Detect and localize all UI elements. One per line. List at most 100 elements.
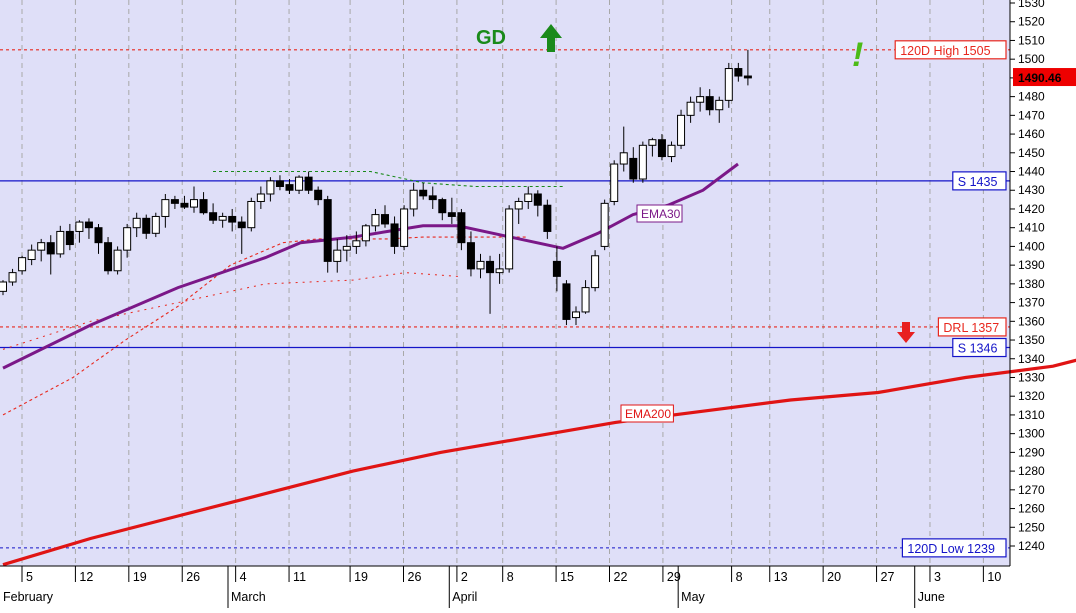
candle-body: [447, 212, 456, 217]
price-tick-label: 1350: [1018, 333, 1045, 347]
time-tick-label: 8: [736, 570, 743, 584]
candle-body: [37, 242, 46, 251]
candle-body: [466, 242, 475, 270]
price-tick-label: 1250: [1018, 520, 1045, 534]
time-tick-label: 8: [507, 570, 514, 584]
candle-body: [0, 281, 7, 292]
level-label-box: [952, 337, 1007, 358]
price-tick-label: 1520: [1018, 15, 1045, 29]
candle-body: [610, 163, 619, 202]
candle-body: [371, 214, 380, 227]
candle-body: [266, 180, 275, 195]
candle-body: [190, 199, 198, 208]
candle-body: [457, 212, 466, 244]
candle-body: [18, 257, 27, 272]
candle-body: [228, 215, 237, 223]
candle-body: [333, 249, 342, 262]
price-tick-label: 1320: [1018, 389, 1045, 403]
price-tick-label: 1470: [1018, 108, 1045, 122]
plot-background: [0, 0, 1010, 566]
candle-body: [256, 193, 265, 202]
time-tick-label: 4: [240, 570, 247, 584]
price-tick-label: 1510: [1018, 33, 1045, 47]
candle-body: [648, 139, 657, 146]
candle-body: [342, 245, 351, 251]
time-tick-label: 20: [827, 570, 841, 584]
time-axis: 5 12 19 26 4 11 19 26 2 8 15 22 29 8 13 20 27 3 10 February…: [0, 565, 1010, 608]
time-tick-label: 27: [881, 570, 895, 584]
price-tick-label: 1450: [1018, 146, 1045, 160]
candle-body: [629, 157, 638, 180]
bottom-axis-background: [0, 566, 1076, 608]
time-tick-label: 19: [354, 570, 368, 584]
up-arrow-icon: [540, 24, 562, 52]
candle-body: [400, 208, 409, 247]
candle-body: [476, 260, 485, 270]
candle-body: [591, 255, 600, 289]
level-label: S 1435: [958, 175, 998, 189]
ema30-label-box: [636, 204, 683, 223]
candle-body: [390, 223, 399, 247]
candle-body: [667, 144, 676, 158]
candle-body: [419, 189, 428, 197]
candle-body: [428, 195, 437, 201]
price-tick-label: 1310: [1018, 408, 1045, 422]
level-label: 120D Low 1239: [907, 542, 995, 556]
candle-body: [132, 217, 141, 229]
candle-body: [285, 184, 294, 191]
exclamation-mark: !: [852, 36, 863, 74]
candle-body: [619, 152, 628, 165]
price-tick-label: 1420: [1018, 202, 1045, 216]
month-label: April: [452, 590, 477, 604]
level-label: DRL 1357: [943, 321, 999, 335]
price-tick-label: 1240: [1018, 539, 1045, 553]
candle-body: [657, 139, 666, 158]
annotations: GD!: [476, 24, 915, 343]
grid-lines: [21, 0, 984, 566]
time-tick-label: 22: [614, 570, 628, 584]
price-tick-label: 1370: [1018, 296, 1045, 310]
level-label: 120D High 1505: [900, 44, 990, 58]
candle-body: [743, 75, 752, 79]
price-tick-label: 1430: [1018, 183, 1045, 197]
candle-body: [409, 189, 418, 210]
candle-body: [104, 242, 113, 272]
price-tick-label: 1530: [1018, 0, 1045, 10]
green-resistance-line: [213, 170, 563, 188]
price-tick-label: 1260: [1018, 502, 1045, 516]
time-tick-label: 26: [186, 570, 200, 584]
candle-body: [677, 114, 686, 146]
price-tick-label: 1330: [1018, 370, 1045, 384]
signal-text: GD: [476, 27, 506, 49]
candle-body: [572, 311, 580, 319]
price-tick-label: 1480: [1018, 90, 1045, 104]
price-tick-label: 1290: [1018, 445, 1045, 459]
candle-body: [734, 68, 743, 77]
level-label-box: [901, 538, 1007, 558]
time-tick-label: 10: [987, 570, 1001, 584]
candle-body: [705, 96, 714, 111]
candle-body: [533, 193, 542, 206]
ema200-label: EMA200: [625, 407, 671, 421]
month-label: May: [681, 590, 705, 604]
candle-body: [495, 268, 504, 274]
time-tick-label: 12: [79, 570, 93, 584]
time-tick-label: 11: [293, 570, 306, 584]
price-tick-label: 1340: [1018, 352, 1045, 366]
last-price-box: [1013, 68, 1076, 87]
price-tick-label: 1440: [1018, 165, 1045, 179]
ema200-line: [2, 358, 1076, 567]
ema30-label: EMA30: [641, 207, 681, 221]
candle-body: [151, 215, 160, 234]
candle-body: [562, 283, 571, 320]
level-label-box: [937, 317, 1007, 337]
candle-body: [180, 202, 189, 208]
candle-body: [218, 215, 227, 221]
candle-body: [715, 99, 724, 111]
candle-body: [295, 176, 304, 191]
candle-body: [113, 249, 122, 272]
resistance-dots-line: [2, 272, 459, 350]
candle-body: [123, 227, 132, 251]
candle-body: [170, 199, 179, 204]
